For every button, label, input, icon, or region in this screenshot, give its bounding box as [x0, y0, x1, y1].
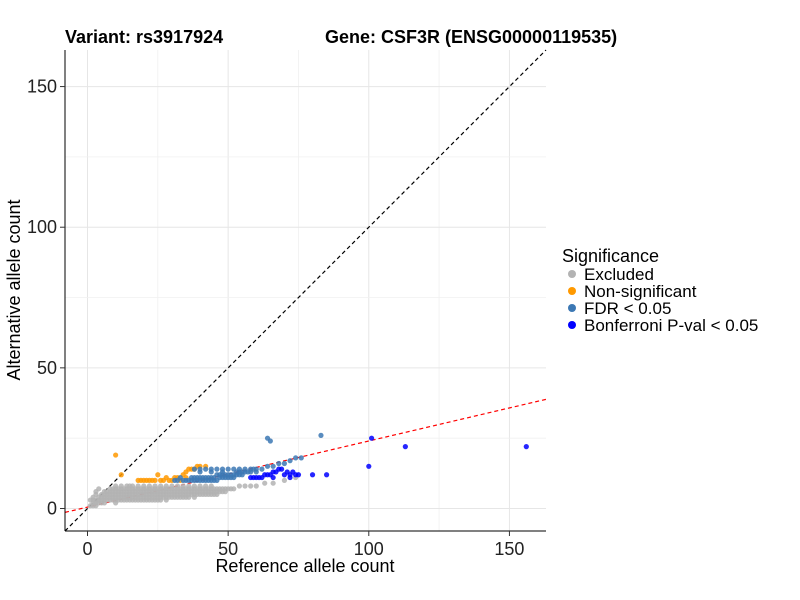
data-point-excluded	[281, 477, 288, 483]
reference-lines	[64, 49, 547, 532]
x-tick-label: 50	[218, 539, 238, 559]
reference-line-fit	[64, 398, 547, 513]
legend-swatch-bonferroni	[568, 321, 576, 329]
data-point-bonferroni-p-val-0-05	[523, 444, 529, 450]
data-point-fdr-0-05	[248, 466, 254, 472]
data-point-bonferroni-p-val-0-05	[366, 463, 372, 469]
data-point-bonferroni-p-val-0-05	[270, 474, 276, 481]
data-point-bonferroni-p-val-0-05	[323, 472, 330, 478]
legend-label-bonferroni: Bonferroni P-val < 0.05	[584, 316, 758, 335]
legend-swatch-excluded	[568, 270, 576, 278]
data-point-non-significant	[155, 472, 161, 478]
data-point-bonferroni-p-val-0-05	[278, 466, 285, 472]
data-point-fdr-0-05	[298, 455, 304, 461]
data-point-non-significant	[113, 452, 119, 458]
data-point-fdr-0-05	[287, 458, 293, 464]
reference-line-identity	[64, 49, 547, 532]
data-point-excluded	[248, 483, 254, 489]
data-point-bonferroni-p-val-0-05	[369, 435, 375, 441]
data-point-bonferroni-p-val-0-05	[402, 444, 408, 450]
data-point-fdr-0-05	[203, 466, 209, 472]
legend: Significance Excluded Non-significant FD…	[562, 246, 758, 335]
data-point-fdr-0-05	[264, 435, 271, 441]
y-axis-title: Alternative allele count	[4, 199, 24, 380]
data-point-excluded	[262, 480, 268, 486]
y-tick-label: 150	[27, 77, 57, 97]
data-point-fdr-0-05	[208, 469, 214, 475]
data-point-excluded	[96, 486, 102, 492]
data-point-fdr-0-05	[276, 460, 282, 467]
data-point-excluded	[270, 480, 276, 486]
data-point-bonferroni-p-val-0-05	[295, 472, 302, 478]
x-axis-title: Reference allele count	[215, 556, 394, 576]
legend-title: Significance	[562, 246, 659, 266]
x-tick-label: 150	[494, 539, 524, 559]
data-point-fdr-0-05	[264, 463, 271, 469]
legend-swatch-non-significant	[568, 287, 576, 295]
x-tick-label: 0	[82, 539, 92, 559]
data-point-fdr-0-05	[231, 466, 237, 472]
y-tick-label: 100	[27, 217, 57, 237]
data-point-fdr-0-05	[219, 469, 226, 475]
data-point-bonferroni-p-val-0-05	[309, 472, 316, 478]
y-tick-label: 0	[47, 498, 57, 518]
data-point-excluded	[90, 497, 96, 503]
legend-swatch-fdr	[568, 304, 576, 312]
data-point-bonferroni-p-val-0-05	[287, 474, 293, 481]
data-point-fdr-0-05	[293, 455, 299, 461]
grid-lines	[65, 50, 546, 531]
data-point-non-significant	[118, 472, 124, 478]
data-point-fdr-0-05	[242, 466, 248, 472]
data-point-non-significant	[152, 477, 158, 483]
data-point-excluded	[231, 486, 237, 492]
legend-label-excluded: Excluded	[584, 265, 654, 284]
data-point-fdr-0-05	[236, 466, 242, 472]
axis-ticks: 0 50 100 150 0 50 100 150	[27, 77, 525, 559]
data-point-fdr-0-05	[318, 432, 324, 438]
data-point-excluded	[253, 483, 259, 489]
data-point-excluded	[236, 483, 242, 489]
data-point-excluded	[242, 483, 248, 489]
data-point-fdr-0-05	[225, 466, 231, 472]
chart-title-variant: Variant: rs3917924	[65, 27, 223, 47]
data-point-fdr-0-05	[259, 466, 265, 472]
legend-label-non-significant: Non-significant	[584, 282, 697, 301]
data-point-fdr-0-05	[281, 460, 288, 467]
x-tick-label: 100	[354, 539, 384, 559]
y-tick-label: 50	[37, 358, 57, 378]
data-point-fdr-0-05	[214, 466, 220, 472]
data-point-fdr-0-05	[191, 466, 197, 472]
legend-label-fdr: FDR < 0.05	[584, 299, 671, 318]
data-point-fdr-0-05	[253, 469, 259, 475]
data-points	[87, 432, 529, 509]
chart-title-gene: Gene: CSF3R (ENSG00000119535)	[325, 27, 617, 47]
data-point-fdr-0-05	[197, 469, 203, 475]
data-point-fdr-0-05	[270, 463, 276, 469]
